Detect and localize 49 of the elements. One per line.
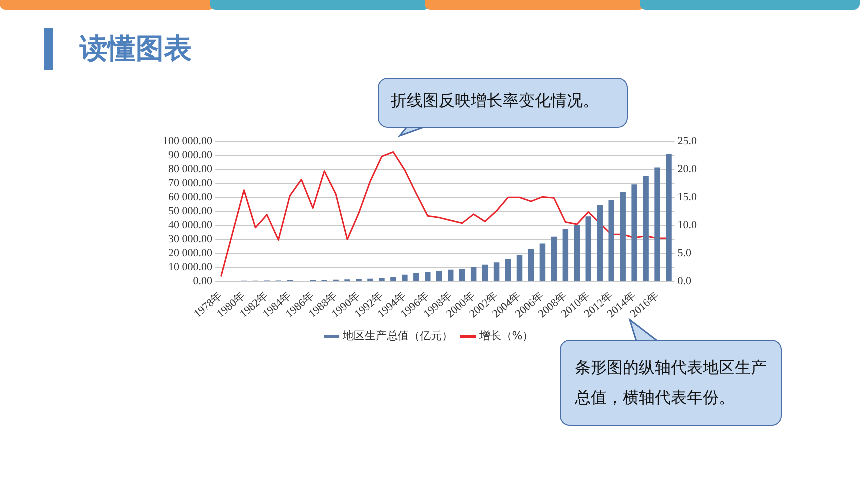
text: 折线图反映增长率变化情况。 <box>378 78 628 128</box>
y-tick-label: 60 000.00 <box>168 192 213 204</box>
y2-tick-label: 5.0 <box>678 248 692 260</box>
bar <box>414 274 420 282</box>
bar <box>632 184 638 282</box>
bar <box>620 192 626 282</box>
bar <box>597 205 603 282</box>
bar <box>540 244 546 282</box>
y2-tick-label: 0.0 <box>678 276 692 288</box>
bar <box>516 255 523 282</box>
y-tick-label: 90 000.00 <box>168 150 213 162</box>
y-tick-label: 10 000.00 <box>168 262 213 274</box>
y-tick-label: 0.00 <box>193 276 213 288</box>
y2-tick-label: 25.0 <box>678 135 698 148</box>
y-tick-label: 30 000.00 <box>168 234 213 246</box>
bar <box>562 229 569 282</box>
bar <box>551 236 558 282</box>
y-tick-label: 70 000.00 <box>168 178 213 190</box>
bar <box>505 259 512 282</box>
y2-tick-label: 10.0 <box>678 220 698 232</box>
text: 条形图的纵轴代表地区生产总值，横轴代表年份。 <box>560 340 782 426</box>
bar <box>586 216 592 282</box>
legend-label: 增长（%） <box>478 329 534 342</box>
chart-title: 读懂图表 <box>80 31 192 67</box>
bar <box>402 274 408 282</box>
bar <box>608 200 614 282</box>
bar <box>470 267 477 282</box>
bar <box>425 272 431 282</box>
bar <box>459 269 466 282</box>
bar <box>528 249 534 282</box>
bar <box>368 278 374 282</box>
bar <box>666 154 672 282</box>
bar <box>390 277 396 282</box>
y-tick-label: 40 000.00 <box>168 220 213 232</box>
legend-label: 地区生产总值（亿元） <box>342 329 453 342</box>
bar <box>482 264 488 282</box>
bar <box>654 168 660 282</box>
y2-tick-label: 15.0 <box>678 192 698 204</box>
bar <box>379 278 385 282</box>
y-tick-label: 20 000.00 <box>168 248 213 260</box>
y-tick-label: 50 000.00 <box>168 206 213 218</box>
y2-tick-label: 20.0 <box>678 164 698 176</box>
bar <box>436 271 442 282</box>
y-tick-label: 100 000.00 <box>163 135 213 148</box>
y-tick-label: 80 000.00 <box>168 164 213 176</box>
bar <box>574 225 580 282</box>
bar <box>494 262 500 282</box>
bar <box>448 270 454 282</box>
bar <box>643 176 649 282</box>
